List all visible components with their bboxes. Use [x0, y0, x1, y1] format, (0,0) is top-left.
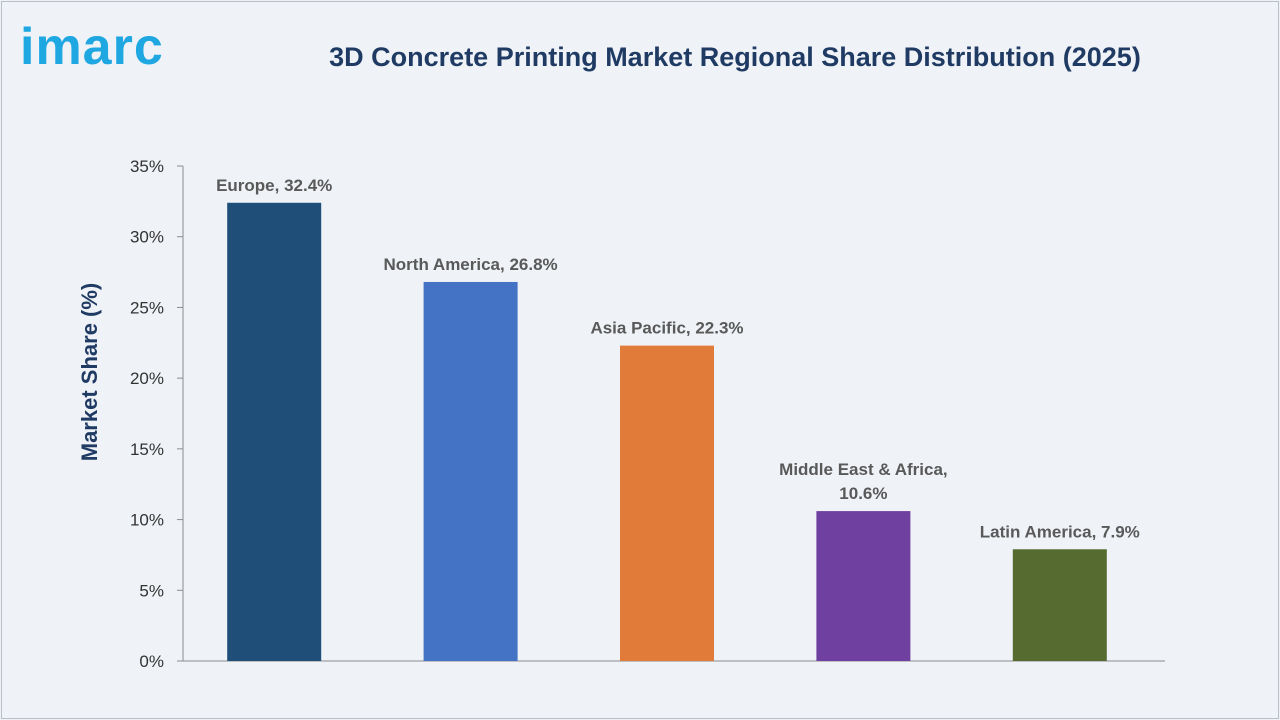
data-label: Asia Pacific, 22.3% — [590, 319, 743, 338]
logo-text: imarc — [20, 18, 164, 76]
data-label: Middle East & Africa, — [779, 460, 947, 479]
chart-title: 3D Concrete Printing Market Regional Sha… — [329, 42, 1141, 72]
chart-bars — [227, 202, 1107, 661]
data-label: Europe, 32.4% — [216, 176, 332, 195]
y-tick-label: 25% — [130, 298, 164, 317]
y-tick-label: 20% — [130, 369, 164, 388]
bar-north-america — [423, 281, 518, 661]
data-label: 10.6% — [839, 484, 887, 503]
data-label: North America, 26.8% — [384, 255, 558, 274]
bar-europe — [227, 202, 322, 661]
y-tick-label: 0% — [139, 652, 164, 671]
chart-data-labels: Europe, 32.4% North America, 26.8% Asia Pa… — [216, 176, 1140, 542]
imarc-logo: imarc — [20, 12, 210, 82]
y-tick-label: 35% — [130, 157, 164, 176]
y-tick-label: 5% — [139, 581, 164, 600]
bar-middle-east-africa — [816, 511, 911, 661]
y-tick-label: 10% — [130, 511, 164, 530]
y-axis-label: Market Share (%) — [77, 283, 102, 462]
bar-asia-pacific — [620, 345, 714, 661]
data-label: Latin America, 7.9% — [980, 522, 1140, 541]
bar-latin-america — [1012, 549, 1107, 661]
y-tick-label: 30% — [130, 228, 164, 247]
chart-axes: 0% 5% 10% 15% 20% 25% 30% 35% — [130, 157, 1165, 671]
y-tick-label: 15% — [130, 440, 164, 459]
